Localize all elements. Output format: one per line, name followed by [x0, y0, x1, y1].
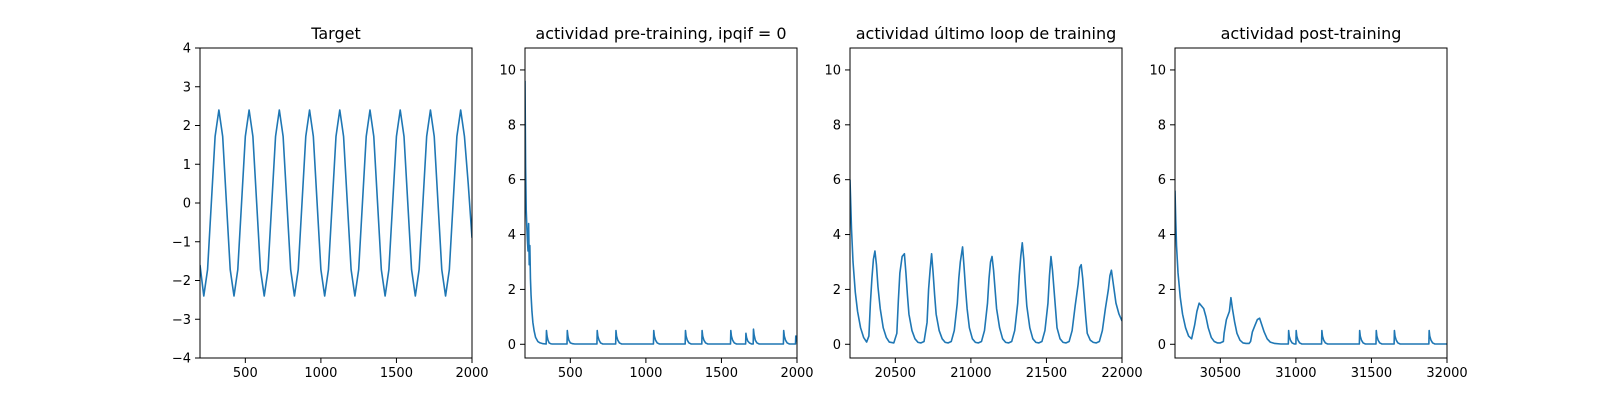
x-tick-label: 31500	[1351, 366, 1392, 381]
y-tick-label: 8	[833, 118, 841, 133]
x-tick-label: 32000	[1426, 366, 1467, 381]
chart-title: actividad último loop de training	[856, 24, 1117, 43]
y-tick-label: 2	[508, 283, 516, 298]
series-line	[1175, 190, 1447, 345]
chart-title: Target	[310, 24, 361, 43]
x-tick-label: 21000	[950, 366, 991, 381]
y-tick-label: 6	[508, 173, 516, 188]
y-tick-label: 10	[824, 63, 841, 78]
chart-title: actividad pre-training, ipqif = 0	[535, 24, 786, 43]
chart-title: actividad post-training	[1221, 24, 1402, 43]
series-line	[200, 109, 472, 297]
y-tick-label: 2	[833, 283, 841, 298]
x-tick-label: 22000	[1101, 366, 1142, 381]
x-tick-label: 20500	[875, 366, 916, 381]
axes-frame	[524, 47, 798, 359]
y-tick-label: 4	[1158, 228, 1166, 243]
y-tick-label: 6	[833, 173, 841, 188]
x-tick-label: 2000	[455, 366, 488, 381]
series-line	[850, 179, 1122, 344]
y-tick-label: 4	[833, 228, 841, 243]
x-tick-label: 500	[233, 366, 258, 381]
y-tick-label: 0	[183, 197, 191, 212]
x-tick-label: 1500	[705, 366, 738, 381]
axes-frame	[1174, 47, 1448, 359]
y-tick-label: 4	[508, 228, 516, 243]
x-tick-label: 21500	[1026, 366, 1067, 381]
y-tick-label: 4	[183, 42, 191, 57]
x-tick-label: 1000	[629, 366, 662, 381]
x-tick-label: 31000	[1275, 366, 1316, 381]
x-tick-label: 30500	[1200, 366, 1241, 381]
y-tick-label: 10	[1149, 63, 1166, 78]
y-tick-label: 2	[183, 119, 191, 134]
y-tick-label: 8	[1158, 118, 1166, 133]
y-tick-label: 3	[183, 80, 191, 95]
y-tick-label: 0	[1158, 338, 1166, 353]
y-tick-label: 10	[499, 63, 516, 78]
chart-panel-4: actividad post-training 30500 31000 31500 32…	[1149, 24, 1467, 381]
y-tick-label: 2	[1158, 283, 1166, 298]
chart-panel-2: actividad pre-training, ipqif = 0 500 1000…	[499, 24, 813, 381]
y-tick-label: −2	[172, 274, 191, 289]
y-tick-label: −1	[172, 235, 191, 250]
y-tick-label: −4	[172, 352, 191, 367]
y-tick-label: 0	[833, 338, 841, 353]
y-tick-label: 0	[508, 338, 516, 353]
chart-panel-1: Target 500 1000 1500 2000 −4 −3 −2 −1 0 1 2 3 4	[172, 24, 489, 381]
x-tick-label: 500	[558, 366, 583, 381]
y-tick-label: 8	[508, 118, 516, 133]
x-tick-label: 2000	[780, 366, 813, 381]
x-tick-label: 1500	[380, 366, 413, 381]
y-tick-label: 1	[183, 158, 191, 173]
y-tick-label: 6	[1158, 173, 1166, 188]
axes-frame	[849, 47, 1123, 359]
series-line	[525, 80, 797, 345]
y-tick-label: −3	[172, 313, 191, 328]
x-tick-label: 1000	[304, 366, 337, 381]
